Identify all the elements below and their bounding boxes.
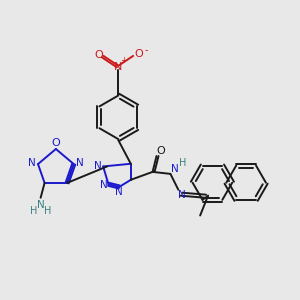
Text: N: N: [114, 62, 122, 72]
Text: O: O: [135, 49, 143, 59]
Text: N: N: [178, 190, 186, 200]
Text: H: H: [178, 158, 186, 168]
Text: N: N: [76, 158, 84, 168]
Text: H: H: [30, 206, 38, 216]
Text: N: N: [100, 180, 107, 190]
Text: N: N: [172, 164, 179, 174]
Text: O: O: [94, 50, 103, 60]
Text: H: H: [44, 206, 51, 216]
Text: N: N: [28, 158, 36, 168]
Text: N: N: [37, 200, 44, 210]
Text: N: N: [94, 161, 102, 171]
Text: O: O: [52, 138, 60, 148]
Text: -: -: [144, 45, 148, 55]
Text: N: N: [115, 187, 123, 197]
Text: O: O: [156, 146, 165, 156]
Text: +: +: [120, 56, 127, 65]
